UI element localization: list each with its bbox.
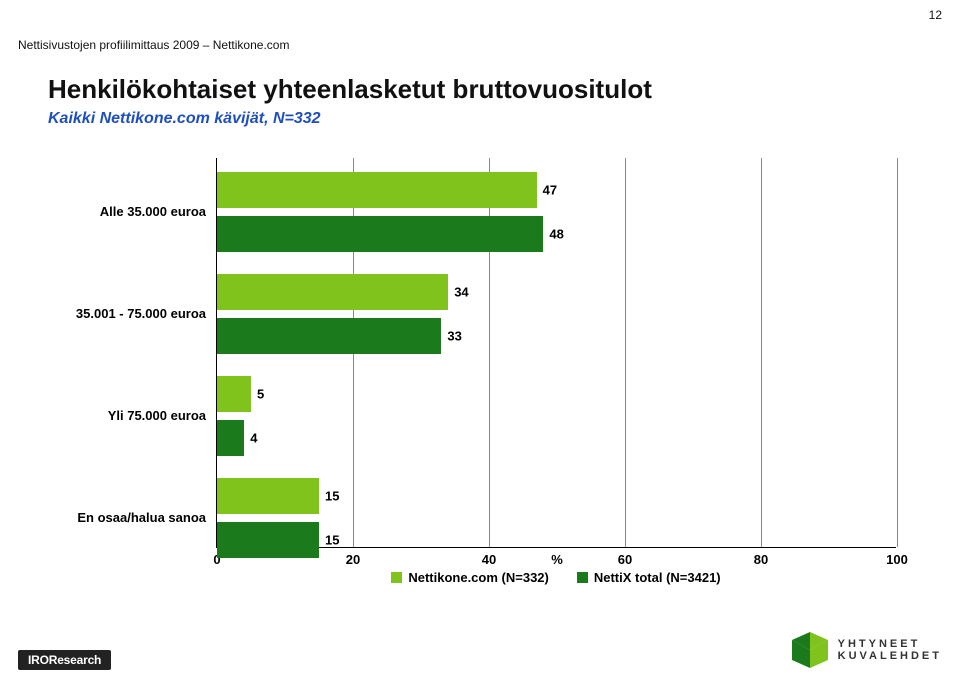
legend: Nettikone.com (N=332) NettiX total (N=342… [216,570,896,588]
chart: Alle 35.000 euroa 35.001 - 75.000 euroa Yl… [48,158,912,588]
x-tick-label: 20 [346,552,360,567]
x-tick-label: 80 [754,552,768,567]
legend-swatch [391,572,402,583]
yhtyneet-line1: YHTYNEET [838,638,942,650]
x-tick-label: 100 [886,552,908,567]
bar [217,478,319,514]
gridline [625,158,626,547]
legend-item: Nettikone.com (N=332) [391,570,549,585]
x-axis-label: % [551,552,563,567]
x-tick-label: 60 [618,552,632,567]
legend-label: NettiX total (N=3421) [594,570,721,585]
bar [217,376,251,412]
page-title: Henkilökohtaiset yhteenlasketut bruttovu… [48,74,652,105]
category-labels: Alle 35.000 euroa 35.001 - 75.000 euroa Yl… [48,158,216,548]
bar [217,318,441,354]
header-line: Nettisivustojen profiilimittaus 2009 – N… [18,38,289,52]
category-label: 35.001 - 75.000 euroa [48,306,216,321]
bar [217,274,448,310]
bar-value-label: 33 [447,329,461,344]
bar-value-label: 4 [250,431,257,446]
yhtyneet-mark-icon [790,630,830,670]
bar-value-label: 15 [325,489,339,504]
bar-value-label: 47 [543,183,557,198]
bar [217,420,244,456]
bar [217,522,319,558]
legend-item: NettiX total (N=3421) [577,570,721,585]
iro-logo: IROResearch [18,650,111,670]
yhtyneet-logo: YHTYNEET KUVALEHDET [790,630,942,670]
bar-value-label: 5 [257,387,264,402]
plot-area: 020406080100%47483433541515 [216,158,896,548]
category-label: En osaa/halua sanoa [48,510,216,525]
yhtyneet-line2: KUVALEHDET [838,650,942,662]
yhtyneet-text: YHTYNEET KUVALEHDET [838,638,942,662]
slide-page: 12 Nettisivustojen profiilimittaus 2009 … [0,0,960,684]
gridline [761,158,762,547]
x-tick-label: 40 [482,552,496,567]
bar-value-label: 48 [549,227,563,242]
category-label: Yli 75.000 euroa [48,408,216,423]
bar-value-label: 15 [325,533,339,548]
bar-value-label: 34 [454,285,468,300]
legend-swatch [577,572,588,583]
page-number: 12 [929,8,942,22]
bar [217,216,543,252]
category-label: Alle 35.000 euroa [48,204,216,219]
gridline [897,158,898,547]
bar [217,172,537,208]
page-subtitle: Kaikki Nettikone.com kävijät, N=332 [48,110,321,128]
legend-label: Nettikone.com (N=332) [408,570,549,585]
